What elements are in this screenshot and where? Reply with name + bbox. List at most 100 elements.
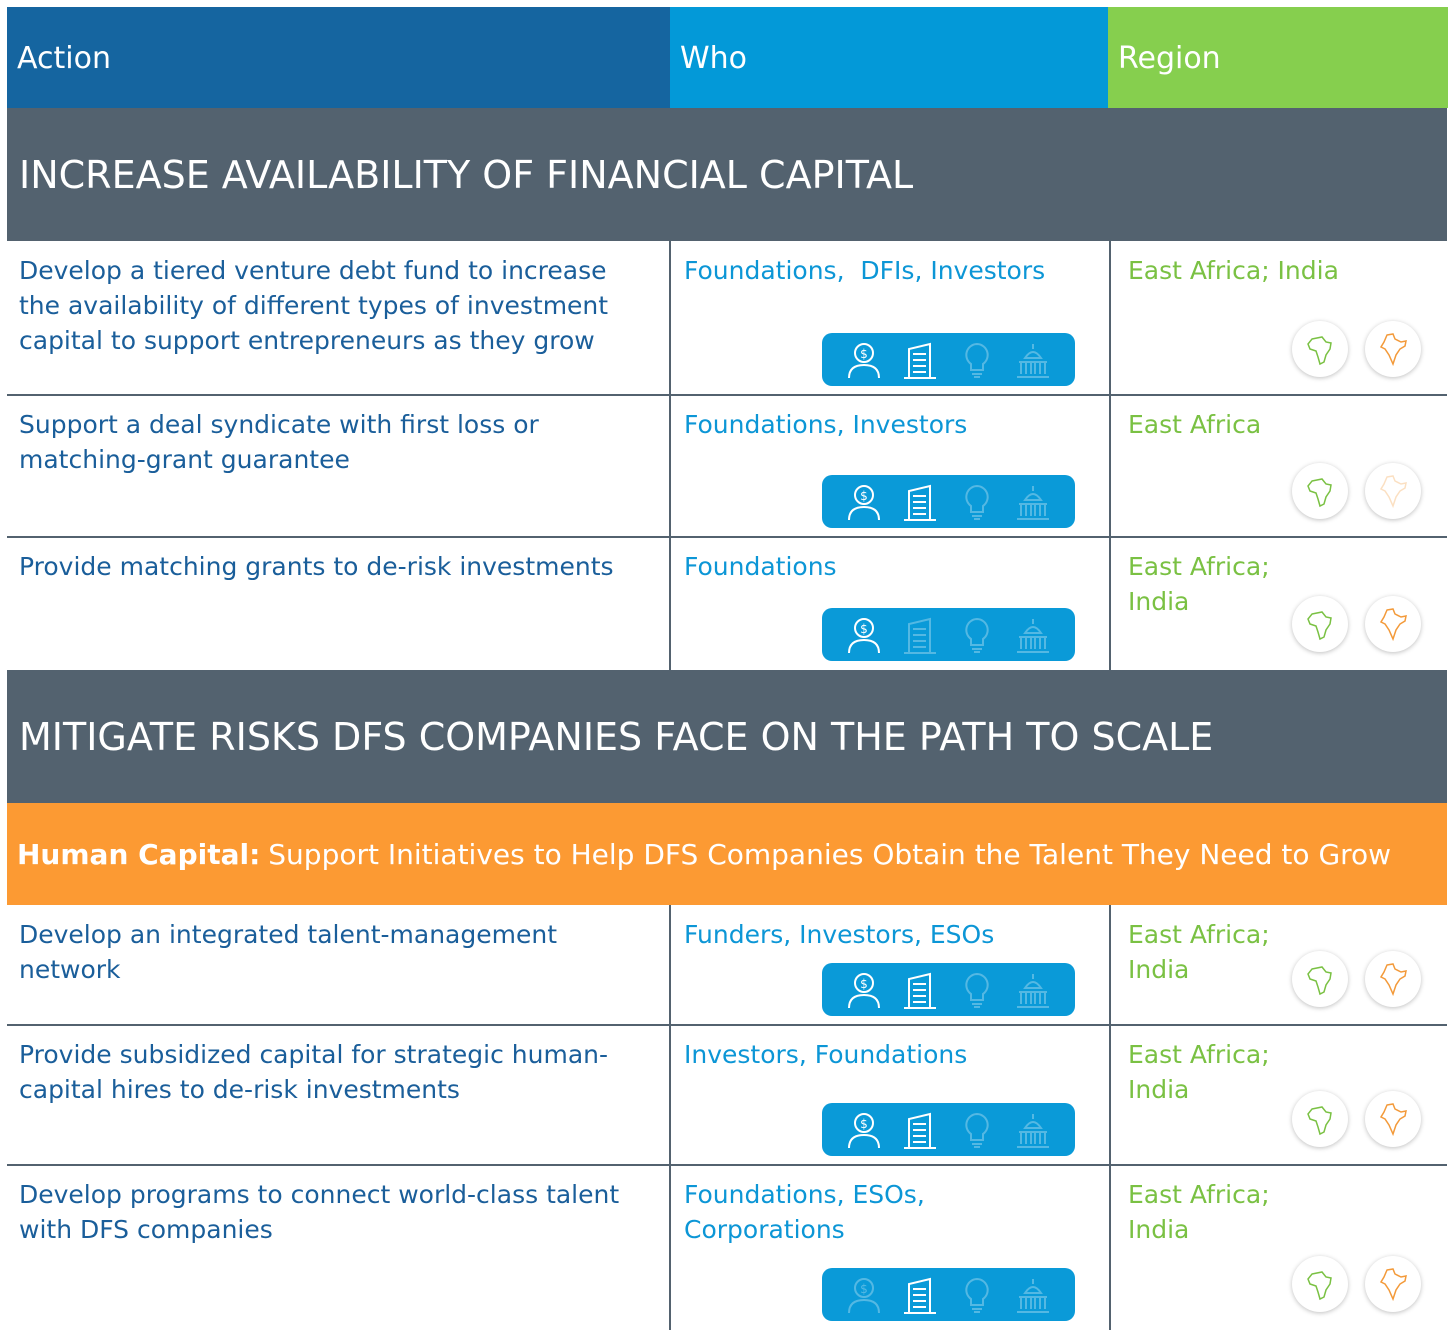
svg-text:$: $ (860, 489, 868, 503)
cell-divider (669, 537, 671, 670)
subsection: Human Capital: Support Initiatives to Hel… (7, 803, 1447, 905)
region-map (1379, 608, 1407, 642)
role-icon (964, 342, 989, 378)
svg-text:$: $ (860, 977, 868, 991)
subsection-text: Support Initiatives to Help DFS Companie… (268, 837, 1392, 871)
who-cell: Investors, Foundations (684, 1040, 968, 1069)
region-cell: East Africa; India (1128, 256, 1339, 285)
role-icon: $ (848, 617, 881, 653)
region-map (1307, 1271, 1332, 1301)
column-header: Action (7, 7, 670, 108)
svg-text:$: $ (860, 622, 868, 636)
region-cell: East Africa; India (1128, 1040, 1270, 1104)
action-cell: Develop a tiered venture debt fund to in… (19, 256, 609, 355)
who-cell: Funders, Investors, ESOs (684, 920, 995, 949)
role-icon (904, 1277, 937, 1314)
region-icon (1365, 321, 1421, 377)
role-icon (904, 342, 937, 379)
role-icon (964, 1112, 989, 1148)
region-cell: East Africa; India (1128, 1180, 1270, 1244)
role-icons: $ (822, 475, 1075, 528)
role-icon: $ (848, 484, 881, 520)
role-icon (1016, 618, 1049, 653)
region-icon (1292, 951, 1348, 1007)
cell-divider (669, 1025, 671, 1165)
region-cell: East Africa; India (1128, 920, 1270, 984)
section-title: MITIGATE RISKS DFS COMPANIES FACE ON THE… (7, 670, 1447, 803)
region-icon (1292, 1256, 1348, 1312)
who-cell: Foundations (684, 552, 837, 581)
region-map (1379, 1103, 1407, 1137)
role-icon (904, 972, 937, 1009)
cell-divider (669, 1165, 671, 1330)
role-icons: $ (822, 1268, 1075, 1321)
subsection-label: Human Capital: (17, 837, 261, 871)
action-cell: Develop an integrated talent-management … (19, 920, 558, 984)
role-icon: $ (848, 1112, 881, 1148)
cell-divider (1109, 905, 1111, 1025)
role-icons: $ (822, 963, 1075, 1016)
who-cell: Foundations, Investors (684, 410, 968, 439)
role-icons: $ (822, 608, 1075, 661)
region-map (1307, 966, 1332, 996)
role-icon (904, 484, 937, 521)
region-map (1307, 611, 1332, 641)
action-cell: Develop programs to connect world-class … (19, 1180, 620, 1244)
region-icon (1365, 951, 1421, 1007)
role-icon (1016, 973, 1049, 1008)
region-icon (1365, 1256, 1421, 1312)
who-cell: Foundations, ESOs, Corporations (684, 1180, 933, 1244)
action-cell: Provide subsidized capital for strategic… (19, 1040, 609, 1104)
row-divider (7, 1024, 1447, 1026)
role-icon (904, 617, 937, 654)
action-cell: Support a deal syndicate with first loss… (19, 410, 539, 474)
cell-divider (669, 905, 671, 1025)
role-icon (904, 1112, 937, 1149)
region-map (1379, 963, 1407, 997)
cell-divider (1109, 241, 1111, 395)
svg-text:$: $ (860, 1282, 868, 1296)
region-cell: East Africa; India (1128, 552, 1270, 616)
section-title: INCREASE AVAILABILITY OF FINANCIAL CAPIT… (7, 108, 1447, 241)
role-icon (964, 484, 989, 520)
role-icon (1016, 1113, 1049, 1148)
region-map (1379, 1268, 1407, 1302)
cell-divider (1109, 1165, 1111, 1330)
region-map (1307, 1106, 1332, 1136)
region-icon (1292, 1091, 1348, 1147)
who-cell: Foundations, DFIs, Investors (684, 256, 1046, 285)
role-icon (1016, 343, 1049, 378)
cell-divider (1109, 395, 1111, 537)
cell-divider (1109, 1025, 1111, 1165)
region-cell: East Africa (1128, 410, 1262, 439)
region-map (1307, 336, 1332, 366)
role-icon (964, 972, 989, 1008)
region-map (1379, 475, 1407, 509)
svg-text:$: $ (860, 347, 868, 361)
region-icon (1292, 321, 1348, 377)
role-icons: $ (822, 333, 1075, 386)
region-icon (1365, 596, 1421, 652)
role-icon (964, 1277, 989, 1313)
region-map (1379, 333, 1407, 367)
region-icon (1292, 596, 1348, 652)
region-map (1307, 478, 1332, 508)
row-divider (7, 394, 1447, 396)
action-cell: Provide matching grants to de-risk inves… (19, 552, 614, 581)
role-icon: $ (848, 342, 881, 378)
role-icons: $ (822, 1103, 1075, 1156)
role-icon (1016, 1278, 1049, 1313)
role-icon (964, 617, 989, 653)
role-icon: $ (848, 972, 881, 1008)
cell-divider (1109, 537, 1111, 670)
region-icon (1365, 1091, 1421, 1147)
cell-divider (669, 241, 671, 395)
column-header: Who (670, 7, 1108, 108)
region-icon (1292, 463, 1348, 519)
column-header: Region (1108, 7, 1448, 108)
row-divider (7, 1164, 1447, 1166)
role-icon (1016, 485, 1049, 520)
svg-text:$: $ (860, 1117, 868, 1131)
